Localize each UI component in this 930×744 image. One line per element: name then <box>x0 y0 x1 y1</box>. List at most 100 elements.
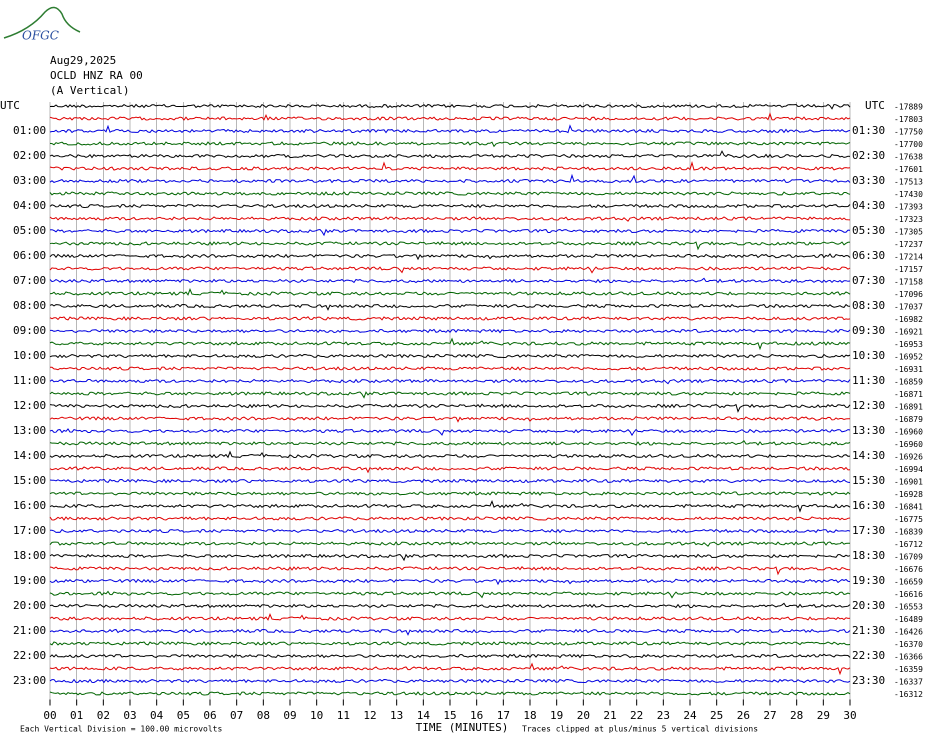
right-time-label: 02:30 <box>852 149 885 162</box>
trace <box>49 303 851 311</box>
trace-offset: -17601 <box>894 165 923 174</box>
trace <box>49 553 851 562</box>
trace <box>49 337 851 351</box>
trace-offset: -16931 <box>894 365 923 374</box>
x-tick-label: 04 <box>150 709 164 722</box>
right-time-label: 10:30 <box>852 349 885 362</box>
trace <box>49 266 851 274</box>
trace-offset: -17430 <box>894 190 923 199</box>
trace-offset: -17157 <box>894 265 923 274</box>
right-time-label: 15:30 <box>852 474 885 487</box>
trace-offset: -17700 <box>894 140 923 149</box>
trace-offset: -17638 <box>894 153 923 162</box>
trace <box>49 628 851 636</box>
trace <box>49 613 851 621</box>
x-tick-label: 03 <box>123 709 136 722</box>
trace-offset: -16659 <box>894 578 923 587</box>
left-time-label: 07:00 <box>13 274 46 287</box>
trace-offset: -17513 <box>894 178 923 187</box>
trace-offset: -16952 <box>894 353 923 362</box>
trace-offset: -17393 <box>894 203 923 212</box>
left-time-label: 11:00 <box>13 374 46 387</box>
clip-note: Traces clipped at plus/minus 5 vertical … <box>522 725 758 734</box>
trace-offset: -17214 <box>894 253 923 262</box>
left-time-label: 21:00 <box>13 624 46 637</box>
left-time-label: 23:00 <box>13 674 46 687</box>
trace-offset: -16960 <box>894 440 923 449</box>
left-time-label: 13:00 <box>13 424 46 437</box>
trace <box>49 228 851 237</box>
trace-offset: -17305 <box>894 228 923 237</box>
trace <box>49 141 851 148</box>
x-tick-label: 20 <box>577 709 590 722</box>
trace-offset: -17096 <box>894 290 923 299</box>
trace-offset: -17037 <box>894 303 923 312</box>
trace <box>49 578 851 586</box>
right-time-label: 01:30 <box>852 124 885 137</box>
trace <box>49 288 851 296</box>
trace <box>49 112 851 121</box>
trace-offset: -16859 <box>894 378 923 387</box>
trace <box>50 366 851 371</box>
trace-offset: -17237 <box>894 240 923 249</box>
x-tick-label: 02 <box>97 709 110 722</box>
trace <box>49 173 851 184</box>
scale-note: Each Vertical Division = 100.00 microvol… <box>20 725 222 734</box>
right-time-label: 07:30 <box>852 274 885 287</box>
trace <box>49 124 851 134</box>
trace-offset: -16370 <box>894 640 923 649</box>
right-time-label: 19:30 <box>852 574 885 587</box>
trace <box>49 653 851 659</box>
component: (A Vertical) <box>50 84 129 97</box>
trace-offset: -17750 <box>894 128 923 137</box>
x-tick-label: 15 <box>443 709 456 722</box>
x-tick-label: 26 <box>737 709 750 722</box>
trace <box>49 191 851 196</box>
trace <box>49 541 851 547</box>
trace-offset: -16921 <box>894 328 923 337</box>
trace <box>49 566 851 576</box>
trace-offset: -16337 <box>894 678 923 687</box>
x-tick-label: 19 <box>550 709 563 722</box>
x-tick-label: 30 <box>843 709 856 722</box>
right-time-label: 09:30 <box>852 324 885 337</box>
left-time-label: 22:00 <box>13 649 46 662</box>
x-tick-label: 06 <box>203 709 216 722</box>
trace <box>49 216 851 222</box>
trace <box>49 691 851 696</box>
trace-offset: -16676 <box>894 565 923 574</box>
x-tick-label: 21 <box>603 709 616 722</box>
x-tick-label: 09 <box>283 709 296 722</box>
trace <box>49 440 851 446</box>
trace-offset: -16926 <box>894 453 923 462</box>
trace-offset: -16953 <box>894 340 923 349</box>
right-time-label: 04:30 <box>852 199 885 212</box>
x-tick-label: 12 <box>363 709 376 722</box>
trace-offset: -16960 <box>894 428 923 437</box>
trace <box>49 150 851 159</box>
left-time-label: 02:00 <box>13 149 46 162</box>
trace-offset: -16489 <box>894 615 923 624</box>
trace <box>49 378 851 385</box>
x-tick-label: 10 <box>310 709 323 722</box>
trace-offset: -16616 <box>894 590 923 599</box>
station: OCLD HNZ RA 00 <box>50 69 143 82</box>
trace-offset: -16712 <box>894 540 923 549</box>
trace-offset: -16982 <box>894 315 923 324</box>
trace <box>49 516 851 521</box>
trace <box>49 353 851 359</box>
x-tick-label: 24 <box>683 709 697 722</box>
right-time-label: UTC <box>865 99 885 112</box>
left-time-label: 18:00 <box>13 549 46 562</box>
trace <box>49 391 851 399</box>
trace <box>49 253 851 261</box>
x-tick-label: 25 <box>710 709 723 722</box>
right-time-label: 06:30 <box>852 249 885 262</box>
left-time-label: 04:00 <box>13 199 46 212</box>
trace <box>49 662 851 676</box>
right-time-label: 12:30 <box>852 399 885 412</box>
left-time-label: 12:00 <box>13 399 46 412</box>
right-time-label: 20:30 <box>852 599 885 612</box>
right-time-label: 22:30 <box>852 649 885 662</box>
